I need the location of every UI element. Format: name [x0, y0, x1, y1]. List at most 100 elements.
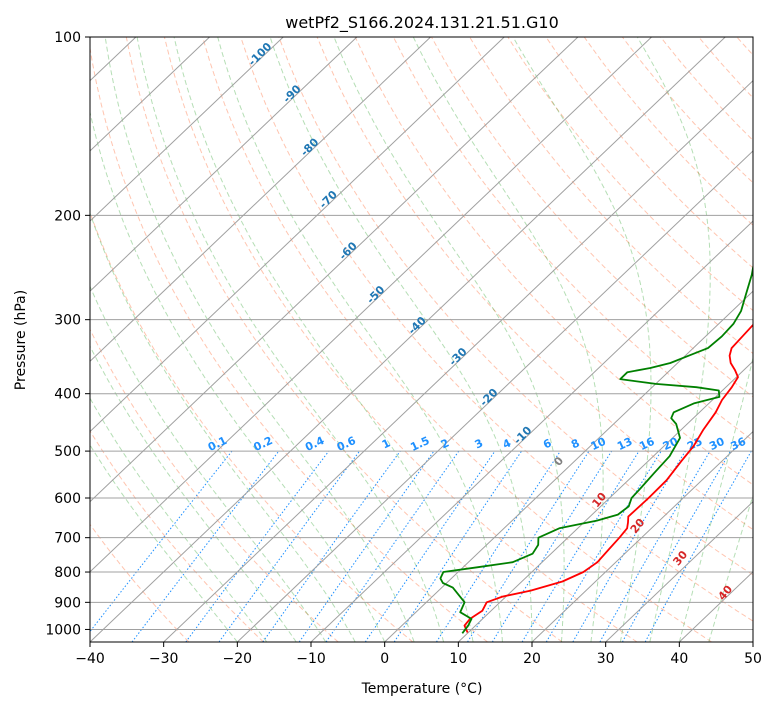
temperature-line — [463, 323, 753, 633]
chart-title: wetPf2_S166.2024.131.21.51.G10 — [285, 13, 559, 33]
dry-adiabat — [354, 37, 753, 486]
dry-adiabat — [90, 211, 414, 642]
thermodynamic-background — [90, 37, 753, 642]
dry-adiabat — [736, 37, 753, 56]
isotherm-line — [90, 37, 579, 503]
dry-adiabat — [392, 37, 753, 442]
isotherm-line — [605, 500, 753, 642]
moist-adiabat-label: 30 — [670, 548, 690, 568]
x-tick-label: −20 — [223, 651, 253, 667]
moist-adiabat-label: 20 — [628, 516, 648, 536]
mixing-ratio-label: 8 — [569, 436, 581, 451]
moist-adiabat — [90, 211, 356, 642]
isotherm-line — [531, 430, 753, 642]
y-tick-label: 700 — [54, 531, 81, 547]
isotherm-line — [0, 37, 62, 642]
moist-adiabat — [412, 37, 604, 642]
y-axis-label: Pressure (hPa) — [13, 290, 29, 390]
moist-adiabat — [90, 285, 327, 642]
mixing-ratio-label: 1 — [380, 436, 392, 451]
isotherm-label: -30 — [446, 345, 469, 368]
x-tick-label: −10 — [296, 651, 326, 667]
moist-adiabat — [678, 355, 753, 642]
moist-adiabat — [708, 493, 753, 642]
isotherm-label: -100 — [246, 40, 275, 69]
isotherm-label: -20 — [477, 386, 500, 409]
moist-adiabat — [217, 37, 503, 642]
isotherm-line — [90, 37, 358, 292]
dry-adiabat — [621, 37, 753, 184]
isotherm-line — [384, 290, 753, 642]
mixing-ratio-label: 16 — [637, 435, 657, 453]
moist-adiabat — [636, 37, 711, 642]
x-tick-label: −40 — [75, 651, 105, 667]
x-tick-label: 40 — [670, 651, 688, 667]
moist-adiabat — [512, 37, 652, 642]
isotherm-line — [310, 220, 753, 642]
mixing-ratio-label: 20 — [661, 435, 681, 453]
x-tick-label: 50 — [744, 651, 762, 667]
moist-adiabat — [90, 345, 297, 642]
y-tick-label: 300 — [54, 313, 81, 329]
dry-adiabat — [90, 429, 264, 642]
isotherm-line — [163, 80, 753, 642]
y-axis-ticks: 100 200 300 400 500 600 700 800 900 1000 — [45, 30, 90, 638]
x-tick-label: 30 — [597, 651, 615, 667]
mixing-ratio-line — [467, 450, 590, 642]
grid-lines — [0, 37, 753, 642]
x-tick-label: −30 — [149, 651, 179, 667]
isotherm-label: -50 — [364, 283, 387, 306]
mixing-ratio-line — [599, 450, 711, 642]
moist-adiabat-label: 40 — [715, 583, 735, 603]
x-tick-label: 20 — [523, 651, 541, 667]
mixing-ratio-line — [185, 450, 330, 642]
y-tick-label: 800 — [54, 565, 81, 581]
y-tick-label: 900 — [54, 595, 81, 611]
x-axis-ticks: −40 −30 −20 −10 0 10 20 30 40 50 — [75, 642, 762, 667]
mixing-ratio-label: 36 — [729, 435, 749, 453]
isotherm-line — [90, 37, 210, 152]
isotherm-line — [752, 641, 753, 642]
isotherm-label: -60 — [337, 239, 360, 262]
dewpoint-line — [439, 262, 753, 634]
isotherm-line — [90, 37, 726, 642]
x-tick-label: 0 — [380, 651, 389, 667]
isotherm-label: -80 — [298, 135, 321, 158]
x-axis-label: Temperature (°C) — [361, 681, 483, 697]
dry-adiabat — [90, 328, 339, 642]
mixing-ratio-line — [521, 450, 640, 642]
y-tick-label: 600 — [54, 491, 81, 507]
isotherm-line — [90, 37, 431, 363]
y-tick-label: 400 — [54, 387, 81, 403]
isotherm-label: -40 — [406, 314, 429, 337]
y-tick-label: 100 — [54, 30, 81, 46]
dry-adiabat — [469, 37, 753, 355]
mixing-ratio-label: 2 — [439, 436, 451, 451]
mixing-ratio-line — [491, 450, 613, 642]
dry-adiabat — [90, 523, 190, 642]
isotherm-line — [90, 37, 284, 222]
moist-adiabat-label: 0 — [551, 454, 566, 468]
moist-adiabat — [90, 397, 268, 642]
mixing-ratio-label: 13 — [615, 435, 634, 453]
mixing-ratio-line — [364, 450, 496, 642]
mixing-ratio-line — [621, 450, 732, 642]
plot-frame — [89, 36, 754, 643]
mixing-ratio-label: 3 — [473, 436, 485, 451]
mixing-ratio-line — [90, 450, 233, 633]
mixing-ratio-line — [644, 450, 752, 642]
dry-adiabat — [240, 37, 753, 622]
x-tick-label: 10 — [449, 651, 467, 667]
dry-adiabat — [125, 37, 563, 642]
moist-adiabat — [136, 37, 445, 642]
mixing-ratio-label: 6 — [541, 436, 554, 451]
mixing-ratio-line — [218, 450, 361, 642]
mixing-ratio-line — [393, 450, 523, 642]
moist-adiabat — [173, 37, 474, 642]
isotherm-line — [236, 150, 753, 642]
y-tick-label: 500 — [54, 444, 81, 460]
isotherm-line — [90, 37, 652, 573]
moist-adiabat — [333, 37, 565, 642]
isotherm-line — [678, 571, 753, 642]
